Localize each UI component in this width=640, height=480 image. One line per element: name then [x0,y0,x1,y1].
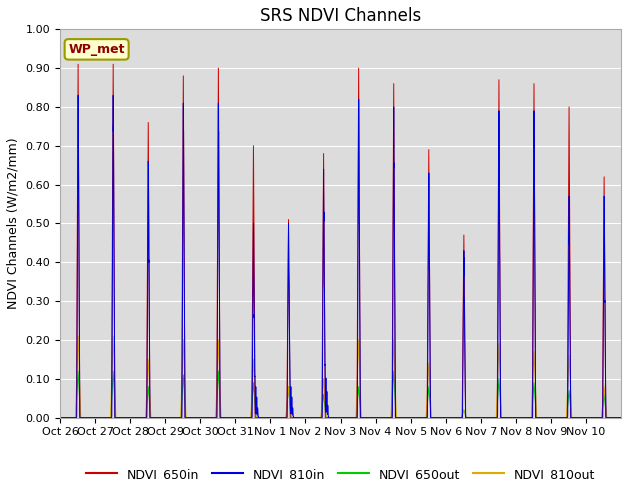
Line: NDVI_810out: NDVI_810out [60,336,621,418]
NDVI_650in [173,415,180,420]
NDVI_650in [392,415,399,420]
NDVI_810out [74,333,82,339]
NDVI_810in [74,93,82,98]
NDVI_810out [617,415,625,420]
NDVI_810in [617,415,625,420]
NDVI_650in [495,173,502,179]
NDVI_650out [173,415,180,420]
NDVI_810in [495,217,502,223]
NDVI_810in [362,415,369,420]
NDVI_810in [173,415,180,420]
NDVI_650out [362,415,369,420]
NDVI_650out [617,415,625,420]
NDVI_650in [536,415,544,420]
NDVI_650out [392,401,399,407]
NDVI_650in [617,415,625,420]
Line: NDVI_650out: NDVI_650out [60,371,621,418]
Text: WP_met: WP_met [68,43,125,56]
Legend: NDVI_650in, NDVI_810in, NDVI_650out, NDVI_810out: NDVI_650in, NDVI_810in, NDVI_650out, NDV… [81,463,600,480]
NDVI_650in [74,61,82,67]
NDVI_810out [536,415,544,420]
Line: NDVI_810in: NDVI_810in [60,96,621,418]
NDVI_810in [392,415,399,420]
NDVI_650out [74,368,82,374]
Line: NDVI_650in: NDVI_650in [60,64,621,418]
NDVI_810out [392,386,399,392]
NDVI_810in [56,415,64,420]
Title: SRS NDVI Channels: SRS NDVI Channels [260,7,421,25]
NDVI_650out [522,415,530,420]
NDVI_650in [362,415,369,420]
NDVI_810out [173,415,180,420]
NDVI_810in [536,415,544,420]
NDVI_650in [56,415,64,420]
NDVI_650out [495,384,502,389]
NDVI_650out [56,415,64,420]
NDVI_810out [495,354,502,360]
NDVI_810out [56,415,64,420]
NDVI_810out [522,415,530,420]
NDVI_810out [362,415,369,420]
NDVI_810in [522,415,530,420]
NDVI_650out [536,415,544,420]
NDVI_650in [522,415,530,420]
Y-axis label: NDVI Channels (W/m2/mm): NDVI Channels (W/m2/mm) [7,138,20,309]
